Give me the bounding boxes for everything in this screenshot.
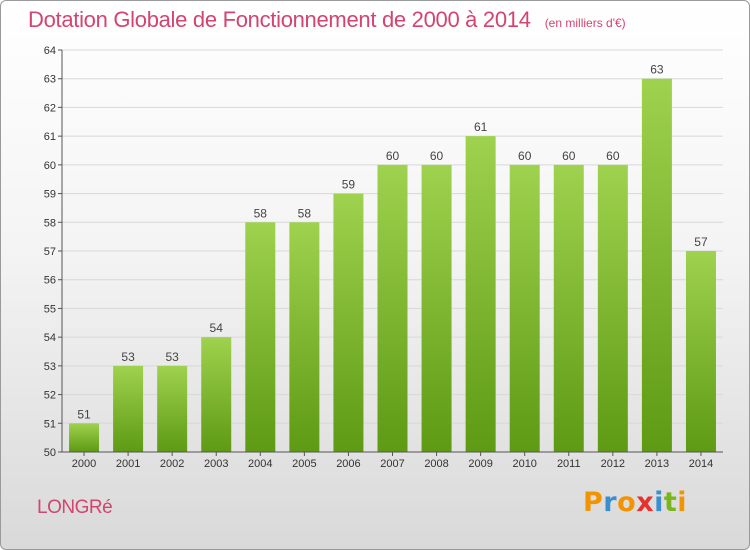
chart-title-text: Dotation Globale de Fonctionnement de 20…	[28, 7, 531, 32]
y-tick-label: 62	[44, 102, 56, 114]
y-tick-label: 53	[44, 361, 56, 373]
bar	[157, 365, 188, 452]
x-tick-label: 2004	[248, 458, 272, 470]
x-tick-label: 2001	[116, 458, 140, 470]
y-tick-label: 63	[44, 74, 56, 86]
x-tick-label: 2002	[160, 458, 184, 470]
logo-letter: i	[677, 487, 688, 518]
data-label: 58	[254, 206, 268, 220]
x-tick-label: 2010	[512, 458, 536, 470]
data-label: 53	[121, 350, 135, 364]
logo-letter: P	[583, 487, 604, 518]
data-label: 60	[518, 149, 532, 163]
bar	[421, 164, 452, 452]
data-label: 60	[386, 149, 400, 163]
bar	[201, 337, 232, 452]
bar	[597, 164, 628, 452]
bar	[509, 164, 540, 452]
labels: 50 51 52 53 54 55 56 57 58 59 60 61 62 63 64 2000 51 2001…	[44, 45, 713, 470]
y-tick-label: 64	[44, 45, 56, 57]
y-tick-label: 60	[44, 160, 56, 172]
logo-letter: t	[663, 487, 678, 518]
x-tick-label: 2011	[557, 458, 581, 470]
data-label: 60	[606, 149, 620, 163]
bar	[465, 136, 496, 452]
x-tick-label: 2006	[336, 458, 360, 470]
data-label: 57	[694, 235, 708, 249]
logo-letter: o	[617, 487, 637, 518]
y-tick-label: 59	[44, 189, 56, 201]
data-label: 60	[562, 149, 576, 163]
y-tick-label: 57	[44, 246, 56, 258]
proxiti-logo: Proxiti	[583, 487, 687, 518]
logo-letter: i	[654, 487, 664, 518]
x-tick-label: 2008	[424, 458, 448, 470]
bar	[553, 164, 584, 452]
x-tick-label: 2013	[645, 458, 669, 470]
x-tick-label: 2003	[204, 458, 228, 470]
chart-title: Dotation Globale de Fonctionnement de 20…	[28, 7, 626, 33]
bar	[69, 423, 100, 452]
y-tick-label: 54	[44, 332, 56, 344]
y-tick-label: 58	[44, 217, 56, 229]
data-label: 54	[210, 321, 224, 335]
chart-unit-label: (en milliers d'€)	[544, 16, 626, 30]
logo-letter: r	[603, 487, 618, 518]
axes	[58, 49, 723, 456]
y-tick-label: 56	[44, 275, 56, 287]
bar	[685, 251, 716, 452]
data-label: 53	[165, 350, 179, 364]
data-label: 59	[342, 178, 356, 192]
bar	[113, 365, 144, 452]
bar	[641, 78, 672, 452]
bar	[333, 193, 364, 453]
data-label: 63	[650, 63, 664, 77]
y-tick-label: 51	[44, 418, 56, 430]
x-tick-label: 2009	[468, 458, 492, 470]
bars	[69, 78, 716, 453]
x-tick-label: 2014	[689, 458, 713, 470]
bar	[245, 222, 276, 452]
y-tick-label: 55	[44, 303, 56, 315]
data-label: 61	[474, 120, 488, 134]
commune-name: LONGRé	[37, 497, 113, 518]
bar	[377, 164, 408, 452]
y-tick-label: 52	[44, 390, 56, 402]
data-label: 60	[430, 149, 444, 163]
y-tick-label: 50	[44, 447, 56, 459]
x-tick-label: 2005	[292, 458, 316, 470]
x-tick-label: 2007	[380, 458, 404, 470]
logo-letter: x	[636, 487, 655, 518]
data-label: 51	[77, 407, 91, 421]
bar	[289, 222, 320, 452]
x-tick-label: 2000	[72, 458, 96, 470]
y-tick-label: 61	[44, 131, 56, 143]
x-tick-label: 2012	[601, 458, 625, 470]
data-label: 58	[298, 206, 312, 220]
